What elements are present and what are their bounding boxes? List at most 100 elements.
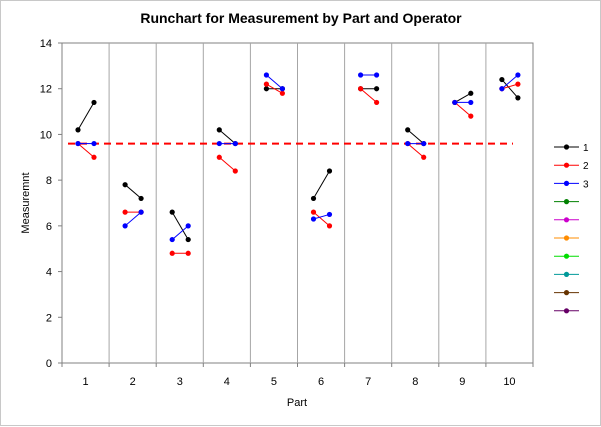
legend-swatch-dot — [563, 253, 570, 259]
data-point — [310, 216, 317, 222]
series-segment — [501, 74, 519, 90]
data-point — [310, 209, 317, 215]
legend-swatch-dot — [563, 144, 570, 150]
series-segment — [124, 211, 142, 227]
y-tick-label: 4 — [46, 267, 52, 279]
data-point — [515, 81, 521, 87]
data-point — [421, 140, 427, 147]
legend-label: 3 — [583, 179, 589, 190]
x-tick-label: 8 — [412, 376, 418, 388]
data-point — [468, 113, 474, 119]
x-tick-label: 7 — [365, 376, 371, 388]
data-point — [91, 140, 97, 147]
y-tick-label: 2 — [46, 312, 52, 324]
data-point — [232, 140, 238, 147]
data-point — [91, 154, 97, 160]
x-tick-label: 3 — [177, 376, 183, 388]
x-tick-label: 9 — [459, 376, 465, 388]
data-point — [326, 211, 333, 218]
series-segment — [77, 143, 95, 158]
series-segment — [77, 102, 95, 131]
legend-item — [554, 235, 579, 241]
data-point — [216, 154, 222, 160]
grid-layer — [108, 43, 487, 363]
legend-item: 1 — [554, 143, 589, 154]
data-point — [263, 86, 269, 92]
y-tick-label: 6 — [46, 221, 52, 233]
data-point — [499, 86, 505, 92]
legend-swatch-dot — [563, 217, 570, 223]
series-segment — [266, 83, 283, 94]
data-point — [468, 99, 474, 106]
data-point — [421, 154, 427, 160]
y-tick-label: 12 — [40, 84, 52, 96]
data-point — [169, 250, 175, 256]
series-segment — [218, 129, 236, 144]
data-point — [169, 236, 175, 243]
legend: 1 2 3 — [554, 143, 589, 314]
series-segment — [218, 156, 236, 172]
data-point — [358, 86, 364, 92]
y-tick-label: 0 — [46, 358, 52, 370]
legend-swatch-dot — [563, 308, 570, 314]
series-segment — [454, 102, 472, 117]
x-axis-label: Part — [287, 397, 307, 409]
data-point — [185, 223, 191, 229]
data-point — [75, 127, 81, 133]
legend-item — [554, 271, 579, 277]
data-point — [279, 90, 285, 96]
series-segment — [171, 225, 189, 240]
legend-swatch-dot — [563, 290, 570, 296]
legend-item — [554, 199, 579, 205]
series-segment — [407, 143, 425, 158]
data-point — [75, 140, 81, 147]
series-segment — [313, 211, 330, 227]
data-point — [138, 195, 144, 202]
data-point — [374, 72, 380, 78]
data-point — [515, 95, 521, 101]
series-segment — [124, 184, 142, 199]
series-3 — [75, 72, 521, 243]
series-segment — [501, 83, 519, 90]
data-point — [122, 209, 128, 215]
legend-item: 2 — [554, 161, 589, 172]
data-point — [468, 90, 474, 96]
data-point — [263, 72, 269, 78]
data-point — [91, 99, 97, 106]
y-tick-label: 14 — [40, 38, 52, 50]
x-tick-label: 2 — [130, 376, 136, 388]
data-point — [499, 76, 505, 83]
legend-label: 1 — [583, 143, 589, 154]
data-point — [122, 223, 128, 229]
legend-item: 3 — [554, 179, 589, 190]
series-segment — [313, 213, 330, 220]
x-tick-label: 10 — [503, 376, 515, 388]
series-segment — [454, 92, 472, 103]
data-point — [263, 81, 269, 87]
data-point — [169, 209, 175, 215]
data-point — [326, 168, 333, 174]
y-axis-label: Measuremnt — [20, 172, 32, 233]
legend-swatch-dot — [563, 180, 570, 186]
legend-item — [554, 217, 579, 223]
y-tick-label: 8 — [46, 175, 52, 187]
data-point — [185, 250, 191, 256]
data-point — [326, 223, 333, 229]
x-tick-label: 4 — [224, 376, 230, 388]
legend-swatch-dot — [563, 199, 570, 205]
data-point — [515, 72, 521, 78]
legend-item — [554, 308, 579, 314]
data-point — [452, 99, 458, 106]
series-segment — [171, 211, 189, 240]
legend-swatch-dot — [563, 162, 570, 168]
data-point — [122, 182, 128, 188]
data-point — [216, 127, 222, 133]
data-point — [216, 140, 222, 147]
data-point — [279, 86, 285, 92]
x-tick-label: 5 — [271, 376, 277, 388]
data-point — [185, 236, 191, 243]
x-tick-label: 1 — [82, 376, 88, 388]
series-layer — [75, 72, 521, 256]
